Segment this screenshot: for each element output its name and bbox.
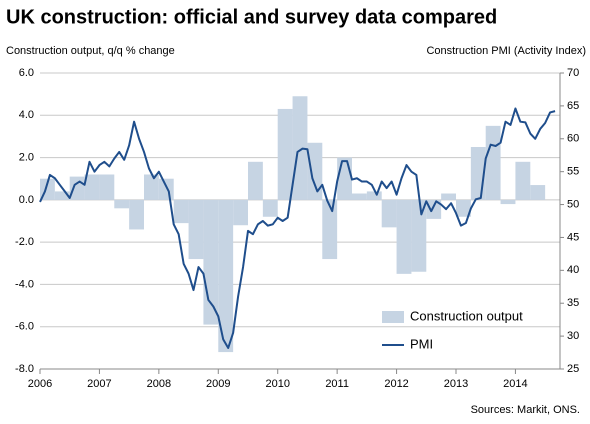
bar bbox=[203, 199, 219, 325]
bar bbox=[337, 157, 352, 200]
bar bbox=[277, 108, 293, 200]
x-tick-label: 2011 bbox=[325, 378, 349, 390]
bar bbox=[485, 125, 501, 200]
y-axis-label: Construction output, q/q % change bbox=[6, 45, 175, 57]
bar bbox=[515, 161, 531, 200]
y-tick-label: -8.0 bbox=[15, 363, 34, 375]
bar bbox=[396, 199, 412, 274]
chart-title: UK construction: official and survey dat… bbox=[6, 6, 497, 28]
bar bbox=[307, 142, 323, 200]
x-tick-label: 2006 bbox=[28, 378, 52, 390]
y-tick-label: 4.0 bbox=[19, 109, 34, 121]
y-tick-label: -6.0 bbox=[15, 321, 34, 333]
bar bbox=[188, 199, 204, 260]
y2-axis-label: Construction PMI (Activity Index) bbox=[426, 45, 586, 57]
y2-tick-label: 30 bbox=[567, 330, 579, 342]
y-tick-label: 2.0 bbox=[19, 151, 34, 163]
bar bbox=[248, 161, 263, 200]
bar bbox=[381, 199, 397, 228]
bar bbox=[500, 199, 516, 205]
x-tick-label: 2010 bbox=[265, 378, 289, 390]
y2-tick-label: 35 bbox=[567, 297, 579, 309]
x-tick-label: 2009 bbox=[206, 378, 230, 390]
bar bbox=[218, 199, 234, 353]
y2-tick-label: 40 bbox=[567, 264, 579, 276]
legend-label: Construction output bbox=[410, 308, 523, 323]
y2-tick-label: 45 bbox=[567, 231, 579, 243]
bar bbox=[411, 199, 427, 272]
bar bbox=[99, 174, 115, 200]
legend-swatch bbox=[382, 311, 404, 323]
bar bbox=[530, 185, 546, 200]
bar bbox=[69, 176, 85, 200]
bar bbox=[144, 174, 159, 200]
bar bbox=[114, 199, 130, 209]
bar bbox=[366, 191, 382, 200]
bar bbox=[456, 199, 471, 217]
y2-tick-label: 65 bbox=[567, 100, 579, 112]
y-tick-label: 0.0 bbox=[19, 194, 34, 206]
y-tick-label: -2.0 bbox=[15, 236, 34, 248]
source-note: Sources: Markit, ONS. bbox=[471, 404, 580, 416]
bar bbox=[292, 96, 308, 200]
bar bbox=[262, 199, 278, 217]
y2-tick-label: 55 bbox=[567, 166, 579, 178]
x-tick-label: 2007 bbox=[87, 378, 111, 390]
x-tick-label: 2008 bbox=[147, 378, 171, 390]
bar bbox=[441, 193, 456, 200]
bar bbox=[54, 191, 70, 200]
x-tick-label: 2012 bbox=[384, 378, 408, 390]
y2-tick-label: 50 bbox=[567, 198, 579, 210]
bar bbox=[233, 199, 248, 226]
y-tick-label: -4.0 bbox=[15, 278, 34, 290]
bar bbox=[322, 199, 338, 260]
y2-tick-label: 60 bbox=[567, 133, 579, 145]
line bbox=[39, 107, 556, 349]
y-tick-label: 6.0 bbox=[19, 67, 34, 79]
x-tick-label: 2013 bbox=[444, 378, 468, 390]
y2-tick-label: 25 bbox=[567, 363, 579, 375]
bar bbox=[173, 199, 189, 224]
y2-tick-label: 70 bbox=[567, 67, 579, 79]
legend-label: PMI bbox=[410, 336, 433, 351]
bar bbox=[352, 193, 367, 200]
x-tick-label: 2014 bbox=[503, 378, 527, 390]
bar bbox=[129, 199, 144, 230]
bar bbox=[158, 178, 174, 200]
bar bbox=[84, 174, 100, 200]
bar bbox=[426, 199, 442, 219]
